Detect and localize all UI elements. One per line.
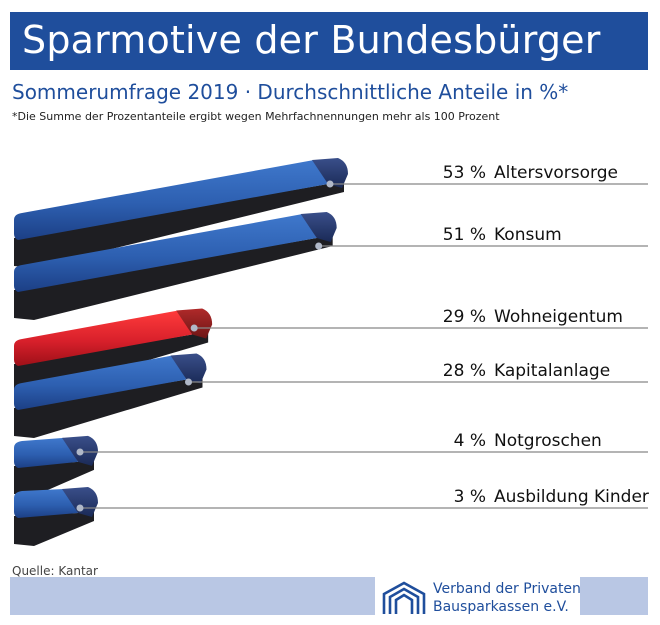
source-note: Quelle: Kantar [12,564,98,578]
category-label: Wohneigentum [494,307,623,327]
title-banner: Sparmotive der Bundesbürger [10,12,648,70]
chart-subtitle: Sommerumfrage 2019 · Durchschnittliche A… [12,80,569,104]
leader-dot [326,180,334,188]
bar-shadow [14,373,203,438]
bar-chart: 53 % Altersvorsorge 51 % Konsum 29 % Wohneige… [14,158,649,546]
category-label: Kapitalanlage [494,361,610,381]
value-label: 51 % [443,225,486,245]
leader-dot [315,242,323,250]
chart-footnote: *Die Summe der Prozentanteile ergibt weg… [12,110,500,123]
bar-face [14,160,328,240]
value-label: 53 % [443,163,486,183]
bar-kapitalanlage [14,353,207,438]
bar-shadow [14,178,344,268]
leader-dot [76,448,84,456]
value-label: 29 % [443,307,486,327]
organization-line-2: Bausparkassen e.V. [433,599,569,615]
bar-face [14,437,78,468]
value-label: 4 % [454,431,486,451]
bar-end-cap [170,353,207,384]
bar-face [14,310,193,366]
organization-name: Verband der Privaten Bausparkassen e.V. [433,580,581,616]
bar-shadow [14,506,94,546]
value-label: 28 % [443,361,486,381]
bar-shadow [14,232,333,320]
bar-face [14,214,317,292]
value-label: 3 % [454,487,486,507]
bar-end-cap [176,308,213,339]
bar-ausbildung-kinder [14,486,98,546]
bar-end-cap [312,158,348,188]
bar-altersvorsorge [14,158,348,268]
bar-face [14,488,78,518]
category-label: Notgroschen [494,431,602,451]
bar-notgroschen [14,435,98,496]
bar-face [14,355,187,410]
leader-dot [76,504,84,512]
bar-konsum [14,212,337,320]
organization-line-1: Verband der Privaten [433,581,581,597]
category-label: Ausbildung Kinder [494,487,649,507]
leader-dot [184,378,192,386]
house-logo-icon [382,581,426,614]
chart-title: Sparmotive der Bundesbürger [22,18,601,62]
category-label: Konsum [494,225,562,245]
leader-dot [190,324,198,332]
category-label: Altersvorsorge [494,163,618,183]
bar-end-cap [300,212,337,243]
bar-end-cap [62,486,98,517]
